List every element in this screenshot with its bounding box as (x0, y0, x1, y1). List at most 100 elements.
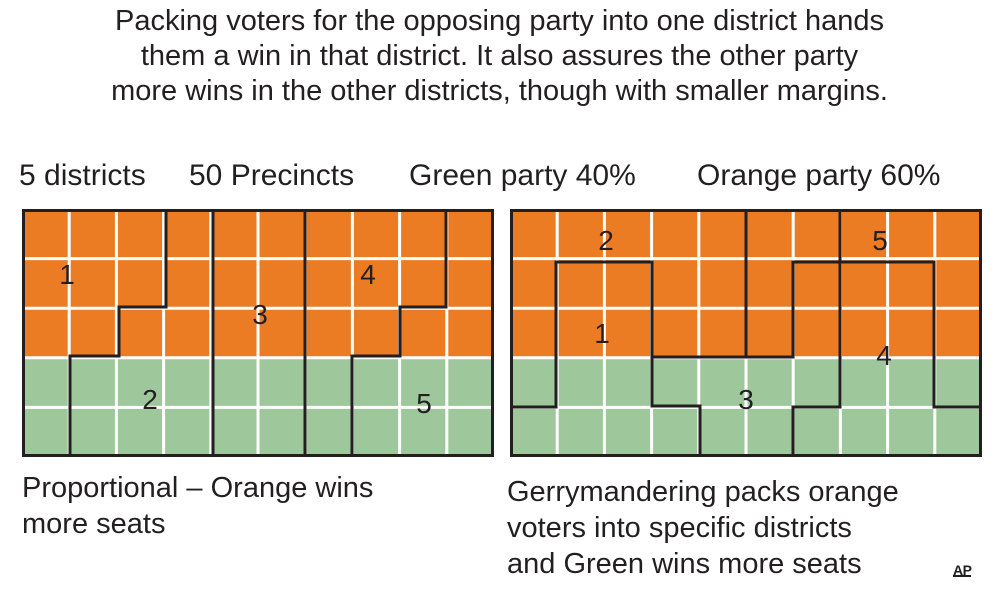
precinct-orange (69, 258, 117, 309)
district-label: 5 (872, 225, 888, 256)
precinct-orange (934, 209, 982, 259)
proportional-caption: Proportional – Orange wins more seats (22, 470, 373, 542)
precinct-orange (698, 258, 746, 309)
precinct-green (446, 407, 494, 457)
precinct-orange (510, 209, 558, 259)
precinct-green (651, 407, 699, 457)
precinct-orange (210, 209, 258, 259)
precinct-green (793, 357, 841, 408)
precinct-orange (698, 308, 746, 358)
precinct-green (163, 407, 211, 457)
gerrymandered-map: 2 5 1 4 3 (510, 209, 982, 457)
precincts-stat: 50 Precincts (189, 159, 355, 192)
precinct-orange (352, 258, 400, 309)
precinct-orange (446, 209, 494, 259)
precinct-orange (210, 308, 258, 358)
precinct-orange (651, 209, 699, 259)
precinct-orange (210, 258, 258, 309)
precinct-green (163, 357, 211, 408)
precinct-orange (557, 258, 605, 309)
precinct-green (557, 407, 605, 457)
district-label: 1 (59, 259, 75, 290)
precinct-green (446, 357, 494, 408)
district-boundary (350, 210, 448, 456)
precinct-orange (793, 258, 841, 309)
precinct-orange (840, 258, 888, 309)
precinct-orange (69, 308, 117, 358)
precinct-orange (840, 209, 888, 259)
precinct-green (399, 407, 447, 457)
precinct-green (305, 407, 353, 457)
precinct-orange (510, 258, 558, 309)
precinct-green (604, 357, 652, 408)
precinct-orange (116, 209, 164, 259)
ap-logo: AP (953, 562, 972, 578)
precinct-orange (22, 308, 70, 358)
headline: Packing voters for the opposing party in… (0, 4, 999, 109)
caption-line: more seats (22, 508, 166, 540)
precinct-orange (163, 308, 211, 358)
precinct-orange (698, 209, 746, 259)
precinct-green (352, 407, 400, 457)
district-label: 2 (598, 225, 614, 256)
headline-line: them a win in that district. It also ass… (140, 40, 859, 72)
district-boundary (791, 260, 981, 456)
precinct-green (210, 357, 258, 408)
precinct-orange (258, 258, 306, 309)
precinct-orange (22, 209, 70, 259)
precinct-green (210, 407, 258, 457)
precinct-green (22, 357, 70, 408)
precinct-orange (604, 308, 652, 358)
precinct-orange (934, 308, 982, 358)
precinct-orange (840, 308, 888, 358)
precinct-orange (399, 308, 447, 358)
precinct-green (746, 357, 794, 408)
precinct-green (557, 357, 605, 408)
orange-party-stat: Orange party 60% (697, 159, 941, 192)
proportional-map: 1 2 3 4 5 (22, 209, 494, 457)
precinct-orange (887, 209, 935, 259)
precinct-green (69, 407, 117, 457)
precinct-green (698, 357, 746, 408)
precinct-orange (69, 209, 117, 259)
precinct-green (305, 357, 353, 408)
precinct-orange (446, 308, 494, 358)
district-boundary (68, 210, 168, 456)
precinct-green (934, 407, 982, 457)
precinct-orange (258, 209, 306, 259)
caption-line: voters into specific districts (507, 512, 852, 544)
precinct-orange (446, 258, 494, 309)
precinct-green (69, 357, 117, 408)
precinct-green (698, 407, 746, 457)
precinct-orange (887, 258, 935, 309)
precinct-orange (746, 258, 794, 309)
map-border (22, 209, 494, 457)
precinct-orange (557, 209, 605, 259)
precinct-orange (305, 308, 353, 358)
precinct-orange (510, 308, 558, 358)
precinct-orange (163, 258, 211, 309)
district-label: 3 (252, 299, 268, 330)
precinct-green (510, 407, 558, 457)
precinct-orange (399, 258, 447, 309)
precinct-orange (793, 308, 841, 358)
precinct-green (258, 357, 306, 408)
precinct-orange (22, 258, 70, 309)
precinct-orange (746, 209, 794, 259)
district-label: 2 (142, 384, 158, 415)
precinct-orange (793, 209, 841, 259)
caption-line: Proportional – Orange wins (22, 472, 374, 504)
caption-line: Gerrymandering packs orange (507, 476, 899, 508)
precinct-green (887, 407, 935, 457)
precinct-green (510, 357, 558, 408)
headline-line: more wins in the other districts, though… (111, 75, 888, 107)
precinct-green (22, 407, 70, 457)
precinct-green (793, 407, 841, 457)
precinct-orange (305, 258, 353, 309)
precinct-orange (352, 209, 400, 259)
headline-line: Packing voters for the opposing party in… (115, 5, 884, 37)
precinct-green (651, 357, 699, 408)
district-label: 4 (360, 259, 376, 290)
precinct-green (887, 357, 935, 408)
district-label: 1 (594, 318, 610, 349)
